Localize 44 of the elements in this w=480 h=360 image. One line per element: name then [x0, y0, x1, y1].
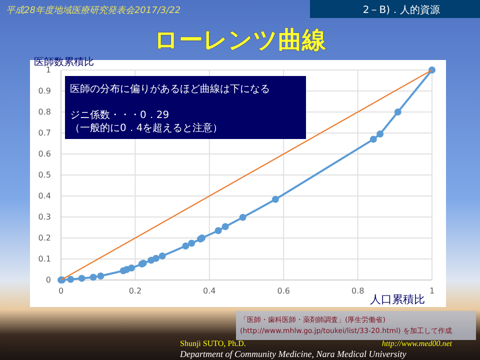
x-tick-label: 0.2: [128, 286, 142, 296]
y-tick-label: 0.4: [38, 192, 51, 201]
point: [97, 272, 104, 280]
point: [78, 274, 86, 282]
y-tick-label: 1: [46, 66, 51, 75]
text: Department of Community Medicine, Nara Medical University: [179, 349, 406, 359]
point: [239, 214, 246, 221]
point: [222, 223, 229, 230]
annotation: 医師の分布に偏りがあるほど曲線は下になる: [70, 83, 270, 95]
x-tick-label: 0.4: [203, 286, 216, 296]
y-tick-label: 0.2: [38, 234, 51, 243]
x-tick-label: 0.8: [351, 286, 364, 296]
point: [182, 242, 190, 250]
text: Shunji SUTO, Ph.D.: [180, 339, 246, 348]
annotation: （一般的に0．4を超えると注意）: [70, 122, 223, 134]
point: [272, 196, 279, 203]
point: [214, 227, 222, 234]
point: [376, 130, 384, 138]
point: [152, 254, 160, 262]
y-tick-label: 0.9: [38, 86, 51, 96]
point: [128, 264, 135, 272]
point: [67, 276, 74, 283]
y-tick-label: 0.1: [38, 254, 51, 264]
annotation: ジニ係数・・・0．29: [70, 109, 170, 121]
x-tick-label: 0: [58, 286, 64, 296]
text: 2－B)．人的資源: [362, 4, 440, 16]
chart-title: ローレンツ曲線: [154, 26, 327, 54]
y-tick-label: 0: [46, 276, 51, 285]
x-tick-label: 0.6: [277, 286, 290, 296]
point: [188, 240, 196, 247]
text: 平成28年度地域医療研究発表会2017/3/22: [6, 5, 181, 16]
y-tick-label: 0.6: [38, 150, 51, 159]
y-tick-label: 0.3: [38, 212, 51, 222]
y-axis-title: 医師数累積比: [34, 56, 94, 68]
y-tick-label: 0.5: [38, 170, 51, 180]
y-tick-label: 0.7: [38, 128, 51, 138]
x-tick-label: 1: [429, 286, 435, 296]
point: [394, 108, 402, 116]
point: [370, 136, 377, 143]
text: http://www.med00.net: [382, 339, 453, 348]
x-axis-title: 人口累積比: [370, 293, 425, 306]
y-tick-label: 0.8: [38, 108, 51, 117]
point: [158, 252, 166, 260]
point: [90, 274, 97, 281]
